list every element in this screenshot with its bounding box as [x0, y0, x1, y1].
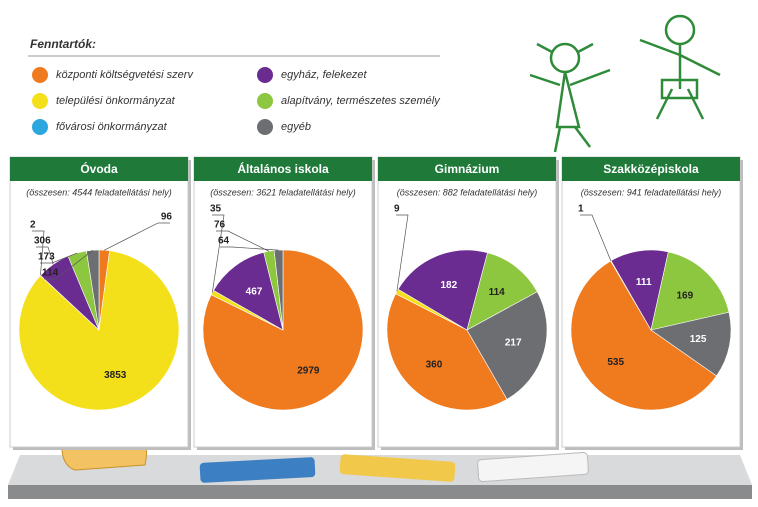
chart-title: Gimnázium: [435, 162, 500, 176]
panel-header: [10, 157, 188, 181]
legend-label: fővárosi önkormányzat: [56, 121, 168, 133]
chart-subtitle: (összesen: 882 feladatellátási hely): [397, 187, 538, 197]
legend-swatch: [32, 119, 48, 135]
chalk-blue: [199, 457, 316, 483]
data-label: 64: [218, 236, 230, 247]
legend-label: egyház, felekezet: [281, 69, 368, 81]
leader-line: [211, 214, 225, 293]
data-label: 76: [214, 220, 226, 231]
data-label: 96: [161, 212, 173, 223]
chart-title: Óvoda: [80, 161, 118, 176]
pie-slice: [18, 250, 180, 411]
data-label: 35: [210, 204, 222, 215]
legend-title: Fenntartók:: [30, 37, 96, 51]
pie-slice: [466, 291, 548, 400]
leader-line: [40, 252, 78, 264]
leader-line: [32, 230, 45, 276]
legend-swatch: [32, 93, 48, 109]
legend-swatch: [257, 67, 273, 83]
data-label: 2: [30, 220, 36, 231]
legend-swatch: [32, 67, 48, 83]
leader-line: [580, 214, 612, 261]
data-label: 2979: [297, 365, 320, 376]
data-label: 125: [690, 334, 707, 345]
data-label: 173: [38, 252, 55, 263]
pie-slice: [466, 252, 538, 331]
chart-title: Általános iskola: [237, 161, 329, 176]
data-label: 182: [440, 280, 457, 291]
pie-slice: [650, 311, 732, 377]
data-label: 306: [34, 236, 51, 247]
leader-line: [220, 246, 279, 251]
data-label: 217: [505, 338, 522, 349]
data-label: 114: [42, 268, 59, 279]
legend-swatch: [257, 119, 273, 135]
chart-subtitle: (összesen: 3621 feladatellátási hely): [210, 187, 356, 197]
pie-slice: [397, 249, 488, 331]
pie-slice: [273, 249, 284, 331]
panel-header: [378, 157, 556, 181]
leader-line: [44, 249, 93, 280]
chalk-white: [477, 451, 589, 483]
legend-label: egyéb: [281, 121, 311, 133]
panel-header: [562, 157, 740, 181]
pie-slice: [570, 260, 717, 411]
data-label: 535: [607, 357, 624, 368]
pie-slice: [213, 251, 284, 331]
kids-drawing: [529, 14, 721, 153]
panel-header: [194, 157, 372, 181]
leader-line: [36, 246, 54, 265]
chart-title: Szakközépiskola: [603, 162, 699, 176]
data-label: 9: [394, 204, 400, 215]
data-label: 1: [578, 204, 584, 215]
chart-subtitle: (összesen: 941 feladatellátási hely): [581, 187, 722, 197]
chalk-yellow: [339, 454, 456, 482]
shelf-edge: [8, 485, 752, 499]
leader-line: [216, 230, 270, 252]
data-label: 169: [677, 291, 694, 302]
pie-slice: [386, 293, 508, 411]
data-label: 467: [246, 286, 263, 297]
legend-label: alapítvány, természetes személy: [281, 95, 441, 107]
data-label: 114: [489, 287, 506, 298]
data-label: 111: [636, 277, 652, 288]
chart-subtitle: (összesen: 4544 feladatellátási hely): [26, 187, 172, 197]
leader-line: [396, 214, 409, 292]
legend-swatch: [257, 93, 273, 109]
legend-label: települési önkormányzat: [56, 95, 176, 107]
leader-line: [104, 222, 170, 251]
data-label: 360: [426, 359, 443, 370]
legend-label: központi költségvetési szerv: [56, 69, 194, 81]
pie-slice: [650, 251, 730, 331]
data-label: 3853: [104, 370, 127, 381]
